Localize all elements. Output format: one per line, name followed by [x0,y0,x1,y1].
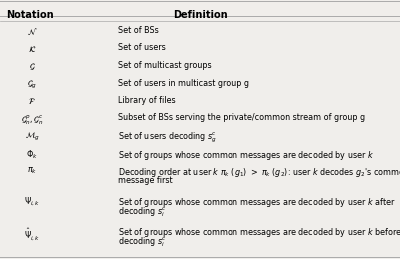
Text: Set of groups whose common messages are decoded by user $k$: Set of groups whose common messages are … [118,148,374,162]
Text: Set of groups whose common messages are decoded by user $k$ before: Set of groups whose common messages are … [118,226,400,239]
Text: Set of BSs: Set of BSs [118,26,159,35]
Text: Subset of BSs serving the private/common stream of group g: Subset of BSs serving the private/common… [118,113,365,123]
Text: Set of users decoding $s_g^c$: Set of users decoding $s_g^c$ [118,131,217,145]
Text: $\mathcal{N}$: $\mathcal{N}$ [27,26,37,37]
Text: Definition: Definition [173,10,227,20]
Text: $\hat{\Psi}_{i,k}$: $\hat{\Psi}_{i,k}$ [24,226,40,242]
Text: $\mathcal{M}_g$: $\mathcal{M}_g$ [25,131,39,143]
Text: decoding $s_i^c$: decoding $s_i^c$ [118,206,167,219]
Text: $\mathcal{F}$: $\mathcal{F}$ [28,96,36,106]
Text: $\mathcal{K}$: $\mathcal{K}$ [28,44,36,54]
Text: $\Psi_{i,k}$: $\Psi_{i,k}$ [24,196,40,208]
Text: $\Phi_k$: $\Phi_k$ [26,148,38,161]
Text: $\mathcal{G}_g$: $\mathcal{G}_g$ [27,78,37,91]
Text: decoding $s_i^c$: decoding $s_i^c$ [118,236,167,249]
Text: Decoding order at user $k$ $\pi_k$ ($g_1$) $>$ $\pi_k$ ($g_2$): user $k$ decodes: Decoding order at user $k$ $\pi_k$ ($g_1… [118,166,400,179]
Text: Set of users in multicast group g: Set of users in multicast group g [118,78,249,88]
Text: Notation: Notation [6,10,54,20]
Text: $\mathcal{G}$: $\mathcal{G}$ [29,61,35,72]
Text: message first: message first [118,176,173,185]
Text: $\pi_k$: $\pi_k$ [27,166,37,176]
Text: $\mathcal{G}_n^p, \mathcal{G}_n^c$: $\mathcal{G}_n^p, \mathcal{G}_n^c$ [21,113,43,127]
Text: Set of groups whose common messages are decoded by user $k$ after: Set of groups whose common messages are … [118,196,396,209]
Text: Set of users: Set of users [118,44,166,53]
Text: Library of files: Library of files [118,96,176,105]
Text: Set of multicast groups: Set of multicast groups [118,61,212,70]
